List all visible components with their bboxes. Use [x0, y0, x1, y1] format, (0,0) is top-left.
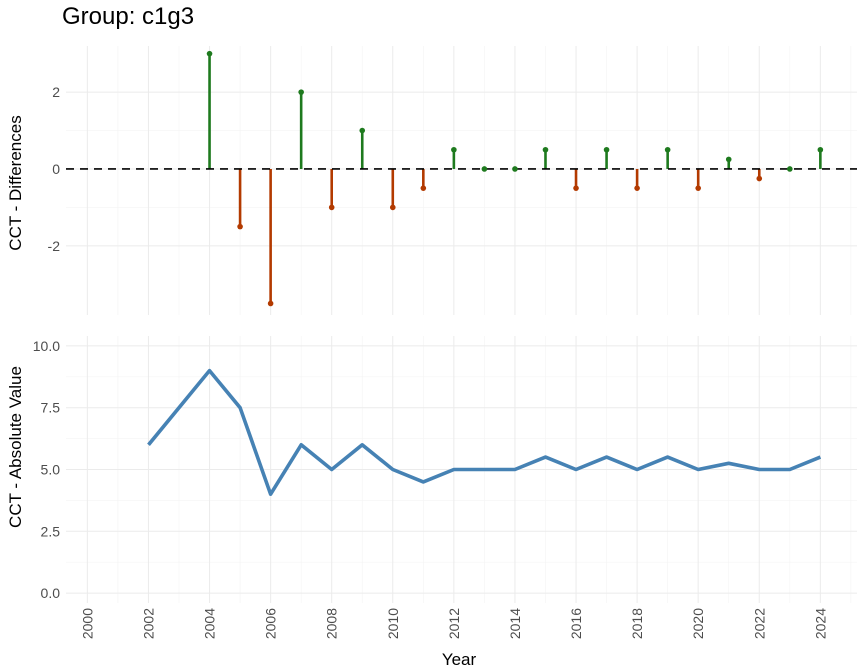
lollipop-point — [603, 146, 610, 153]
x-tick-label: 2022 — [751, 608, 767, 639]
series-line — [147, 368, 822, 496]
lollipop-point — [481, 166, 488, 172]
x-tick-label: 2004 — [202, 608, 218, 639]
lollipop-point — [267, 300, 274, 307]
y-tick-label: 0.0 — [41, 585, 61, 601]
lollipop-point — [817, 146, 824, 153]
y-axis-label-absolute: CCT - Absolute Value — [6, 366, 25, 528]
x-tick-label: 2000 — [79, 608, 95, 639]
x-axis: 2000 2002 2004 2006 2008 2010 2012 2014 2016 2018… — [79, 608, 828, 639]
absolute-value-panel: 0.0 2.5 5.0 7.5 10.0 — [33, 336, 857, 603]
lollipop-point — [420, 185, 427, 191]
x-tick-label: 2002 — [140, 608, 156, 639]
lollipop-point — [359, 127, 366, 134]
x-tick-label: 2008 — [324, 608, 340, 639]
y-tick-label: 2 — [52, 84, 60, 100]
x-tick-label: 2006 — [263, 608, 279, 639]
y-tick-label: 2.5 — [41, 523, 61, 539]
lollipop-point — [451, 146, 457, 153]
x-tick-label: 2018 — [629, 608, 645, 639]
chart-title: Group: c1g3 — [62, 3, 194, 30]
lollipop-point — [664, 146, 671, 153]
lollipop-point — [237, 223, 243, 230]
lollipop-point — [206, 50, 213, 57]
x-axis-label: Year — [442, 650, 477, 669]
x-tick-label: 2010 — [385, 608, 401, 639]
lollipop-point — [756, 175, 763, 182]
y-tick-label: -2 — [48, 238, 61, 254]
lollipop-point — [787, 166, 793, 172]
y-axis-label-differences: CCT - Differences — [6, 115, 25, 250]
x-tick-label: 2024 — [812, 608, 828, 639]
x-tick-label: 2014 — [507, 608, 523, 639]
lollipop-point — [512, 166, 518, 172]
lollipop-point — [573, 185, 579, 191]
lollipop-point — [725, 156, 732, 163]
x-tick-label: 2012 — [446, 608, 462, 639]
differences-panel: -2 0 2 — [48, 46, 857, 315]
y-tick-label: 7.5 — [41, 400, 61, 416]
lollipop-point — [634, 185, 640, 191]
y-tick-label: 5.0 — [41, 462, 61, 478]
lollipop-point — [695, 185, 701, 191]
x-tick-label: 2020 — [690, 608, 706, 639]
x-tick-label: 2016 — [568, 608, 584, 639]
lollipop-point — [542, 146, 549, 153]
y-tick-label: 10.0 — [33, 338, 60, 354]
y-tick-label: 0 — [52, 161, 60, 177]
lollipop-point — [389, 204, 396, 211]
lollipop-point — [328, 204, 335, 211]
lollipop-point — [298, 89, 304, 95]
